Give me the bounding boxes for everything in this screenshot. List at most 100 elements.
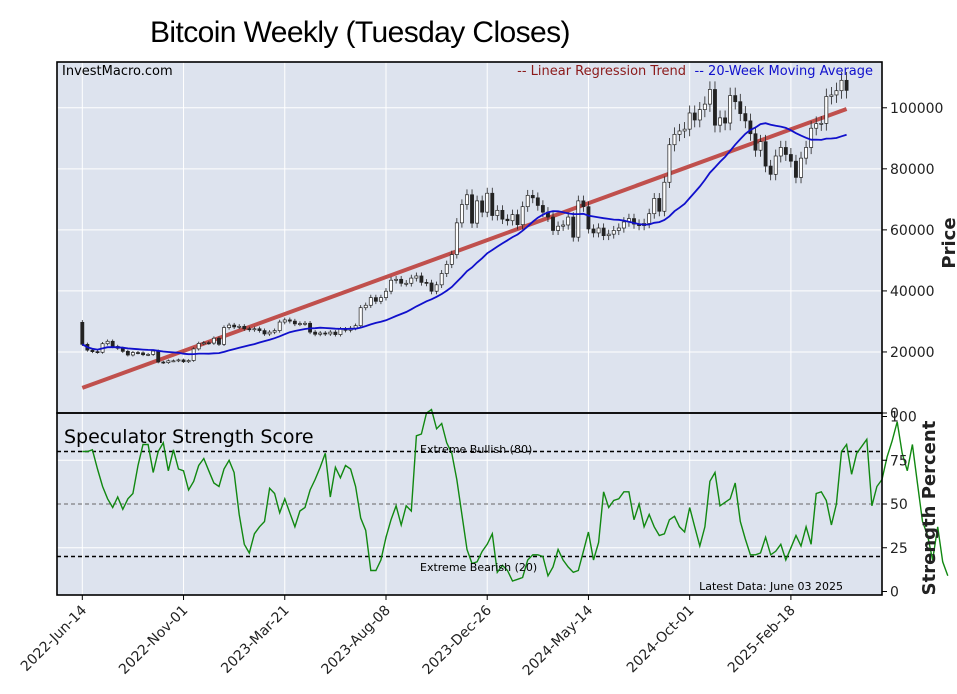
candle-body <box>409 277 414 284</box>
moving-average-path <box>81 122 847 356</box>
candle-body <box>186 360 191 363</box>
candle-body <box>247 328 252 331</box>
price-y-ticks: 0 20000 40000 60000 80000 100000 <box>882 101 943 422</box>
candle-body <box>227 324 232 328</box>
candle-body <box>196 343 201 350</box>
candle-body <box>535 197 540 206</box>
candle-body <box>252 328 257 331</box>
candle-body <box>682 128 687 132</box>
chart-title: Bitcoin Weekly (Tuesday Closes) <box>150 16 570 49</box>
extreme-bearish-label: Extreme Bearish (20) <box>420 561 537 574</box>
candle-body <box>338 328 343 335</box>
candle-body <box>495 209 500 216</box>
candle-body <box>262 330 267 335</box>
strength-y-tick-label: 0 <box>890 585 899 601</box>
candle-body <box>475 200 480 224</box>
candle-body <box>141 352 145 356</box>
candle-body <box>257 328 262 331</box>
x-tick-label: 2022-Nov-01 <box>116 603 191 678</box>
candle-body <box>277 321 282 331</box>
candle-body <box>298 323 302 325</box>
candle-body <box>576 200 581 238</box>
candle-body <box>697 109 702 121</box>
candle-body <box>718 117 722 126</box>
candle-body <box>328 331 333 335</box>
candle-body <box>449 254 454 265</box>
candle-body <box>292 320 297 325</box>
extreme-bullish-label: Extreme Bullish (80) <box>420 443 532 456</box>
candle-body <box>687 112 692 130</box>
candle-body <box>454 222 459 255</box>
candle-body <box>419 275 424 283</box>
candle-body <box>672 133 677 146</box>
price-y-tick-label: 40000 <box>890 284 935 300</box>
candle-body <box>667 144 672 183</box>
candle-body <box>778 147 783 157</box>
candle-body <box>434 284 439 292</box>
candle-body <box>313 331 318 335</box>
candle-body <box>267 331 272 335</box>
candle-body <box>839 79 844 92</box>
candle-body <box>581 200 586 208</box>
candle-body <box>824 96 829 124</box>
price-y-tick-label: 100000 <box>890 101 943 117</box>
candle-body <box>222 327 226 345</box>
candle-body <box>384 290 388 298</box>
latest-data-note: Latest Data: June 03 2025 <box>699 580 843 593</box>
price-y-tick-label: 20000 <box>890 345 935 361</box>
candle-body <box>783 147 788 155</box>
candle-body <box>586 206 591 230</box>
candle-body <box>373 297 378 302</box>
x-tick-label: 2025-Feb-18 <box>725 603 799 677</box>
candle-body <box>217 337 221 345</box>
candle-body <box>591 228 596 234</box>
candle-body <box>211 337 216 344</box>
candle-body <box>232 324 237 328</box>
candle-body <box>490 192 495 216</box>
candle-body <box>647 213 652 224</box>
regression-line <box>81 107 848 390</box>
candle-body <box>713 89 717 126</box>
candle-body <box>707 89 712 105</box>
candle-body <box>171 360 176 363</box>
candle-body <box>414 275 419 279</box>
candle-body <box>131 352 135 356</box>
x-tick-label: 2023-Mar-21 <box>218 603 292 677</box>
candle-body <box>804 147 808 159</box>
candle-body <box>819 122 824 125</box>
candle-body <box>333 331 338 335</box>
candle-body <box>748 120 753 135</box>
candle-body <box>156 350 161 363</box>
candle-body <box>809 127 814 148</box>
candle-body <box>758 141 763 151</box>
candle-body <box>520 206 525 226</box>
candle-body <box>206 342 211 345</box>
candle-body <box>161 361 166 364</box>
candle-body <box>814 123 819 129</box>
candle-body <box>788 154 793 162</box>
price-y-tick-label: 0 <box>890 406 899 422</box>
legend-moving-average: -- 20-Week Moving Average <box>695 64 873 79</box>
candle-body <box>611 230 616 235</box>
candle-body <box>444 264 449 274</box>
candle-body <box>404 282 409 285</box>
candle-body <box>399 278 404 284</box>
candle-body <box>368 297 373 306</box>
strength-y-tick-label: 100 <box>890 410 917 426</box>
candle-body <box>530 195 535 199</box>
candle-body <box>601 227 606 237</box>
strength-y-ticks: 0 25 50 75 100 <box>882 410 917 601</box>
x-ticks: 2022-Jun-14 2022-Nov-01 2023-Mar-21 2023-Au… <box>18 595 799 679</box>
candle-body <box>662 181 667 212</box>
candle-body <box>834 90 839 96</box>
x-tick-label: 2022-Jun-14 <box>18 602 90 674</box>
strength-y-tick-label: 25 <box>890 541 908 557</box>
candle-body <box>551 216 555 231</box>
candle-body <box>459 204 464 224</box>
candle-body <box>753 133 758 151</box>
candle-body <box>799 157 803 178</box>
candle-body <box>616 227 621 231</box>
candle-body <box>146 354 151 356</box>
candle-body <box>394 278 399 281</box>
moving-average-line <box>81 122 847 356</box>
